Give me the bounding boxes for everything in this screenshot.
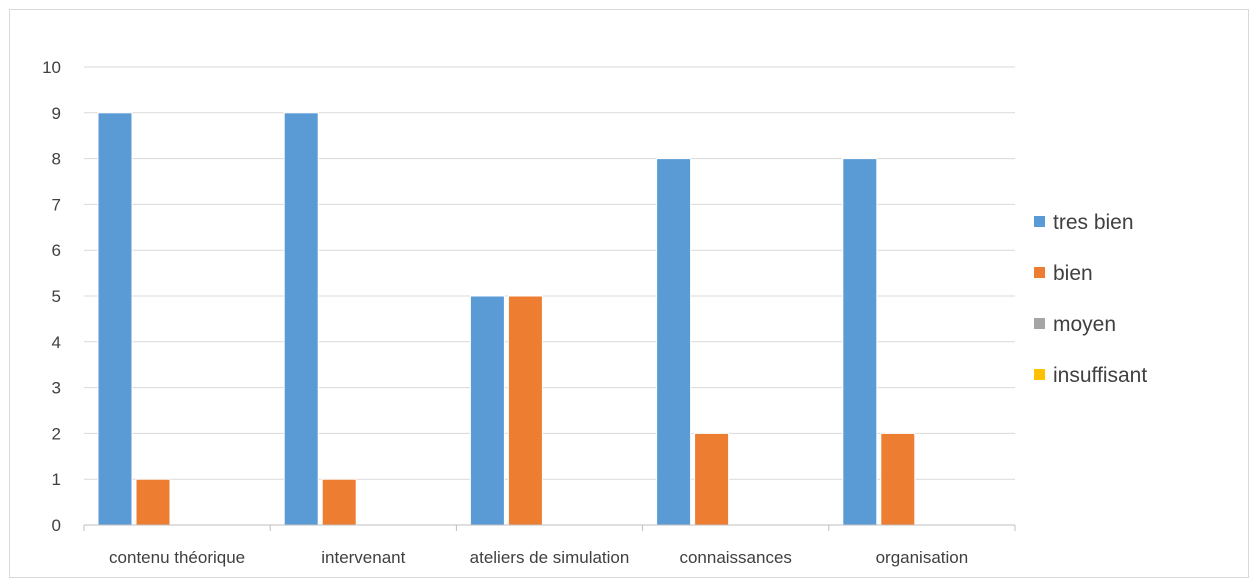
y-axis-ticks: 0 1 2 3 4 5 6 7 8 9 10 <box>42 58 61 535</box>
legend-swatch <box>1034 369 1045 380</box>
x-tick-label: contenu théorique <box>109 548 245 567</box>
x-tick-label: intervenant <box>321 548 405 567</box>
legend-label: tres bien <box>1053 211 1134 234</box>
bars <box>97 112 916 526</box>
bar-tres-bien-4 <box>842 158 878 526</box>
y-tick-label: 1 <box>52 470 61 489</box>
legend-swatch <box>1034 216 1045 227</box>
x-tick-label: organisation <box>876 548 969 567</box>
x-tick-label: ateliers de simulation <box>470 548 630 567</box>
y-tick-label: 2 <box>52 424 61 443</box>
bar-tres-bien-1 <box>283 112 319 526</box>
legend-label: bien <box>1053 262 1093 285</box>
bar-tres-bien-0 <box>97 112 133 526</box>
legend-swatch <box>1034 267 1045 278</box>
legend-label: insuffisant <box>1053 364 1147 387</box>
y-tick-label: 6 <box>52 241 61 260</box>
legend-label: moyen <box>1053 313 1116 336</box>
bar-tres-bien-2 <box>469 295 505 526</box>
bar-bien-0 <box>135 478 171 526</box>
y-tick-label: 5 <box>52 287 61 306</box>
chart-frame <box>9 9 1249 578</box>
bar-bien-1 <box>321 478 357 526</box>
bar-bien-2 <box>507 295 543 526</box>
y-tick-label: 3 <box>52 379 61 398</box>
y-tick-label: 0 <box>52 516 61 535</box>
y-tick-label: 7 <box>52 195 61 214</box>
y-tick-label: 10 <box>42 58 61 77</box>
y-tick-label: 8 <box>52 150 61 169</box>
bar-bien-3 <box>694 432 730 526</box>
bar-bien-4 <box>880 432 916 526</box>
x-axis-ticks: contenu théorique intervenant ateliers de … <box>109 548 968 567</box>
y-tick-label: 4 <box>52 333 61 352</box>
y-tick-label: 9 <box>52 104 61 123</box>
legend: tres bien bien moyen insuffisant <box>1034 211 1147 387</box>
x-axis <box>83 524 1016 531</box>
bar-tres-bien-3 <box>656 158 692 526</box>
x-tick-label: connaissances <box>679 548 791 567</box>
legend-swatch <box>1034 318 1045 329</box>
